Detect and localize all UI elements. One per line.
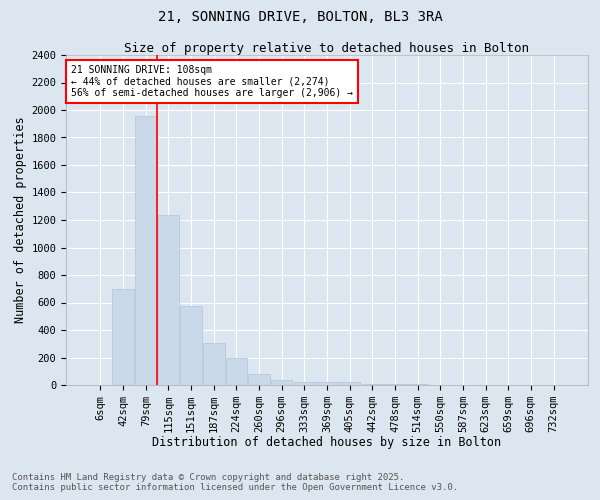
Bar xyxy=(407,384,428,385)
Bar xyxy=(362,384,383,385)
Text: Contains HM Land Registry data © Crown copyright and database right 2025.
Contai: Contains HM Land Registry data © Crown c… xyxy=(12,473,458,492)
Bar xyxy=(293,382,315,385)
Bar xyxy=(181,306,202,385)
Y-axis label: Number of detached properties: Number of detached properties xyxy=(14,116,27,324)
Bar xyxy=(135,116,157,385)
Bar xyxy=(158,214,179,385)
Bar xyxy=(226,358,247,385)
Bar xyxy=(384,384,406,385)
X-axis label: Distribution of detached houses by size in Bolton: Distribution of detached houses by size … xyxy=(152,436,502,450)
Bar xyxy=(271,380,292,385)
Bar xyxy=(248,374,270,385)
Bar xyxy=(316,382,338,385)
Bar xyxy=(339,382,361,385)
Text: 21 SONNING DRIVE: 108sqm
← 44% of detached houses are smaller (2,274)
56% of sem: 21 SONNING DRIVE: 108sqm ← 44% of detach… xyxy=(71,65,353,98)
Text: 21, SONNING DRIVE, BOLTON, BL3 3RA: 21, SONNING DRIVE, BOLTON, BL3 3RA xyxy=(158,10,442,24)
Bar xyxy=(203,343,224,385)
Bar xyxy=(112,289,134,385)
Title: Size of property relative to detached houses in Bolton: Size of property relative to detached ho… xyxy=(125,42,530,55)
